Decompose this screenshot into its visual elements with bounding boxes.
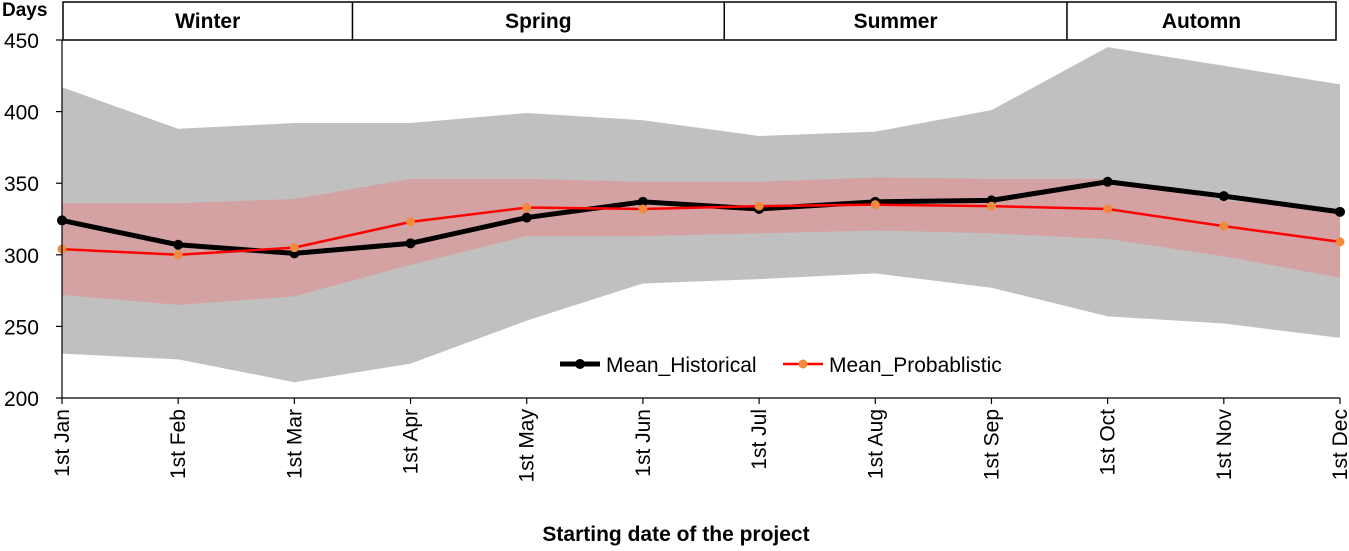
mean-probablistic-point xyxy=(289,243,299,253)
season-header-box xyxy=(62,1,1337,41)
legend-label-mean-historical: Mean_Historical xyxy=(606,354,757,377)
season-label-automn: Automn xyxy=(1162,10,1241,33)
series-lines xyxy=(57,176,1345,260)
legend-marker-mean-historical xyxy=(575,359,585,369)
y-tick-label: 300 xyxy=(4,245,39,268)
x-tick-label: 1st May xyxy=(516,409,539,483)
x-tick-label: 1st Nov xyxy=(1213,409,1236,481)
legend-label-mean-probablistic: Mean_Probablistic xyxy=(829,354,1002,377)
mean-historical-point xyxy=(1218,191,1229,202)
season-label-winter: Winter xyxy=(175,10,240,33)
x-tick-label: 1st Jun xyxy=(632,409,655,477)
mean-historical-point xyxy=(521,212,532,223)
x-axis-title: Starting date of the project xyxy=(542,523,809,546)
mean-probablistic-point xyxy=(1103,204,1113,214)
x-tick-label: 1st Mar xyxy=(283,409,306,479)
season-header: Winter Spring Summer Automn xyxy=(62,1,1337,41)
x-tick-label: 1st Apr xyxy=(400,409,423,474)
mean-probablistic-point xyxy=(638,204,648,214)
y-tick-label: 200 xyxy=(4,388,39,411)
range-bands xyxy=(62,47,1340,383)
y-tick-label: 450 xyxy=(4,30,39,53)
x-tick-label: 1st Sep xyxy=(980,409,1003,480)
y-unit-label: Days xyxy=(2,0,47,21)
mean-historical-point xyxy=(1102,176,1113,187)
y-tick-label: 350 xyxy=(4,173,39,196)
mean-probablistic-point xyxy=(754,201,764,211)
mean-historical-point xyxy=(1335,206,1345,217)
season-label-spring: Spring xyxy=(505,10,572,33)
mean-probablistic-point xyxy=(986,201,996,211)
mean-historical-line xyxy=(61,179,1341,256)
x-tick-label: 1st Jul xyxy=(748,409,771,470)
mean-probablistic-point xyxy=(406,217,416,227)
probabilistic-range-band xyxy=(62,177,1340,305)
mean-historical-point xyxy=(173,239,184,250)
mean-probablistic-line xyxy=(61,203,1341,257)
season-label-summer: Summer xyxy=(854,10,938,33)
mean-historical-point xyxy=(637,196,648,207)
mean-probablistic-point xyxy=(522,203,532,213)
y-tick-label: 400 xyxy=(4,102,39,125)
mean-probablistic-point xyxy=(1219,221,1229,231)
x-tick-label: 1st Dec xyxy=(1329,409,1349,480)
x-tick-label: 1st Aug xyxy=(864,409,887,479)
y-tick-label: 250 xyxy=(4,316,39,339)
mean-probablistic-point xyxy=(1335,237,1345,247)
legend: Mean_Historical Mean_Probablistic xyxy=(560,354,1002,377)
x-tick-label: 1st Jan xyxy=(51,409,74,477)
mean-probablistic-point xyxy=(870,200,880,210)
x-tick-label: 1st Feb xyxy=(167,409,190,479)
axes: 200 250 300 350 400 450 1st Jan 1st Feb 1st Mar 1… xyxy=(4,30,1349,483)
legend-marker-mean-probablistic xyxy=(798,359,808,369)
x-tick-label: 1st Oct xyxy=(1097,409,1120,476)
mean-historical-point xyxy=(405,238,416,249)
mean-probablistic-point xyxy=(173,250,183,260)
